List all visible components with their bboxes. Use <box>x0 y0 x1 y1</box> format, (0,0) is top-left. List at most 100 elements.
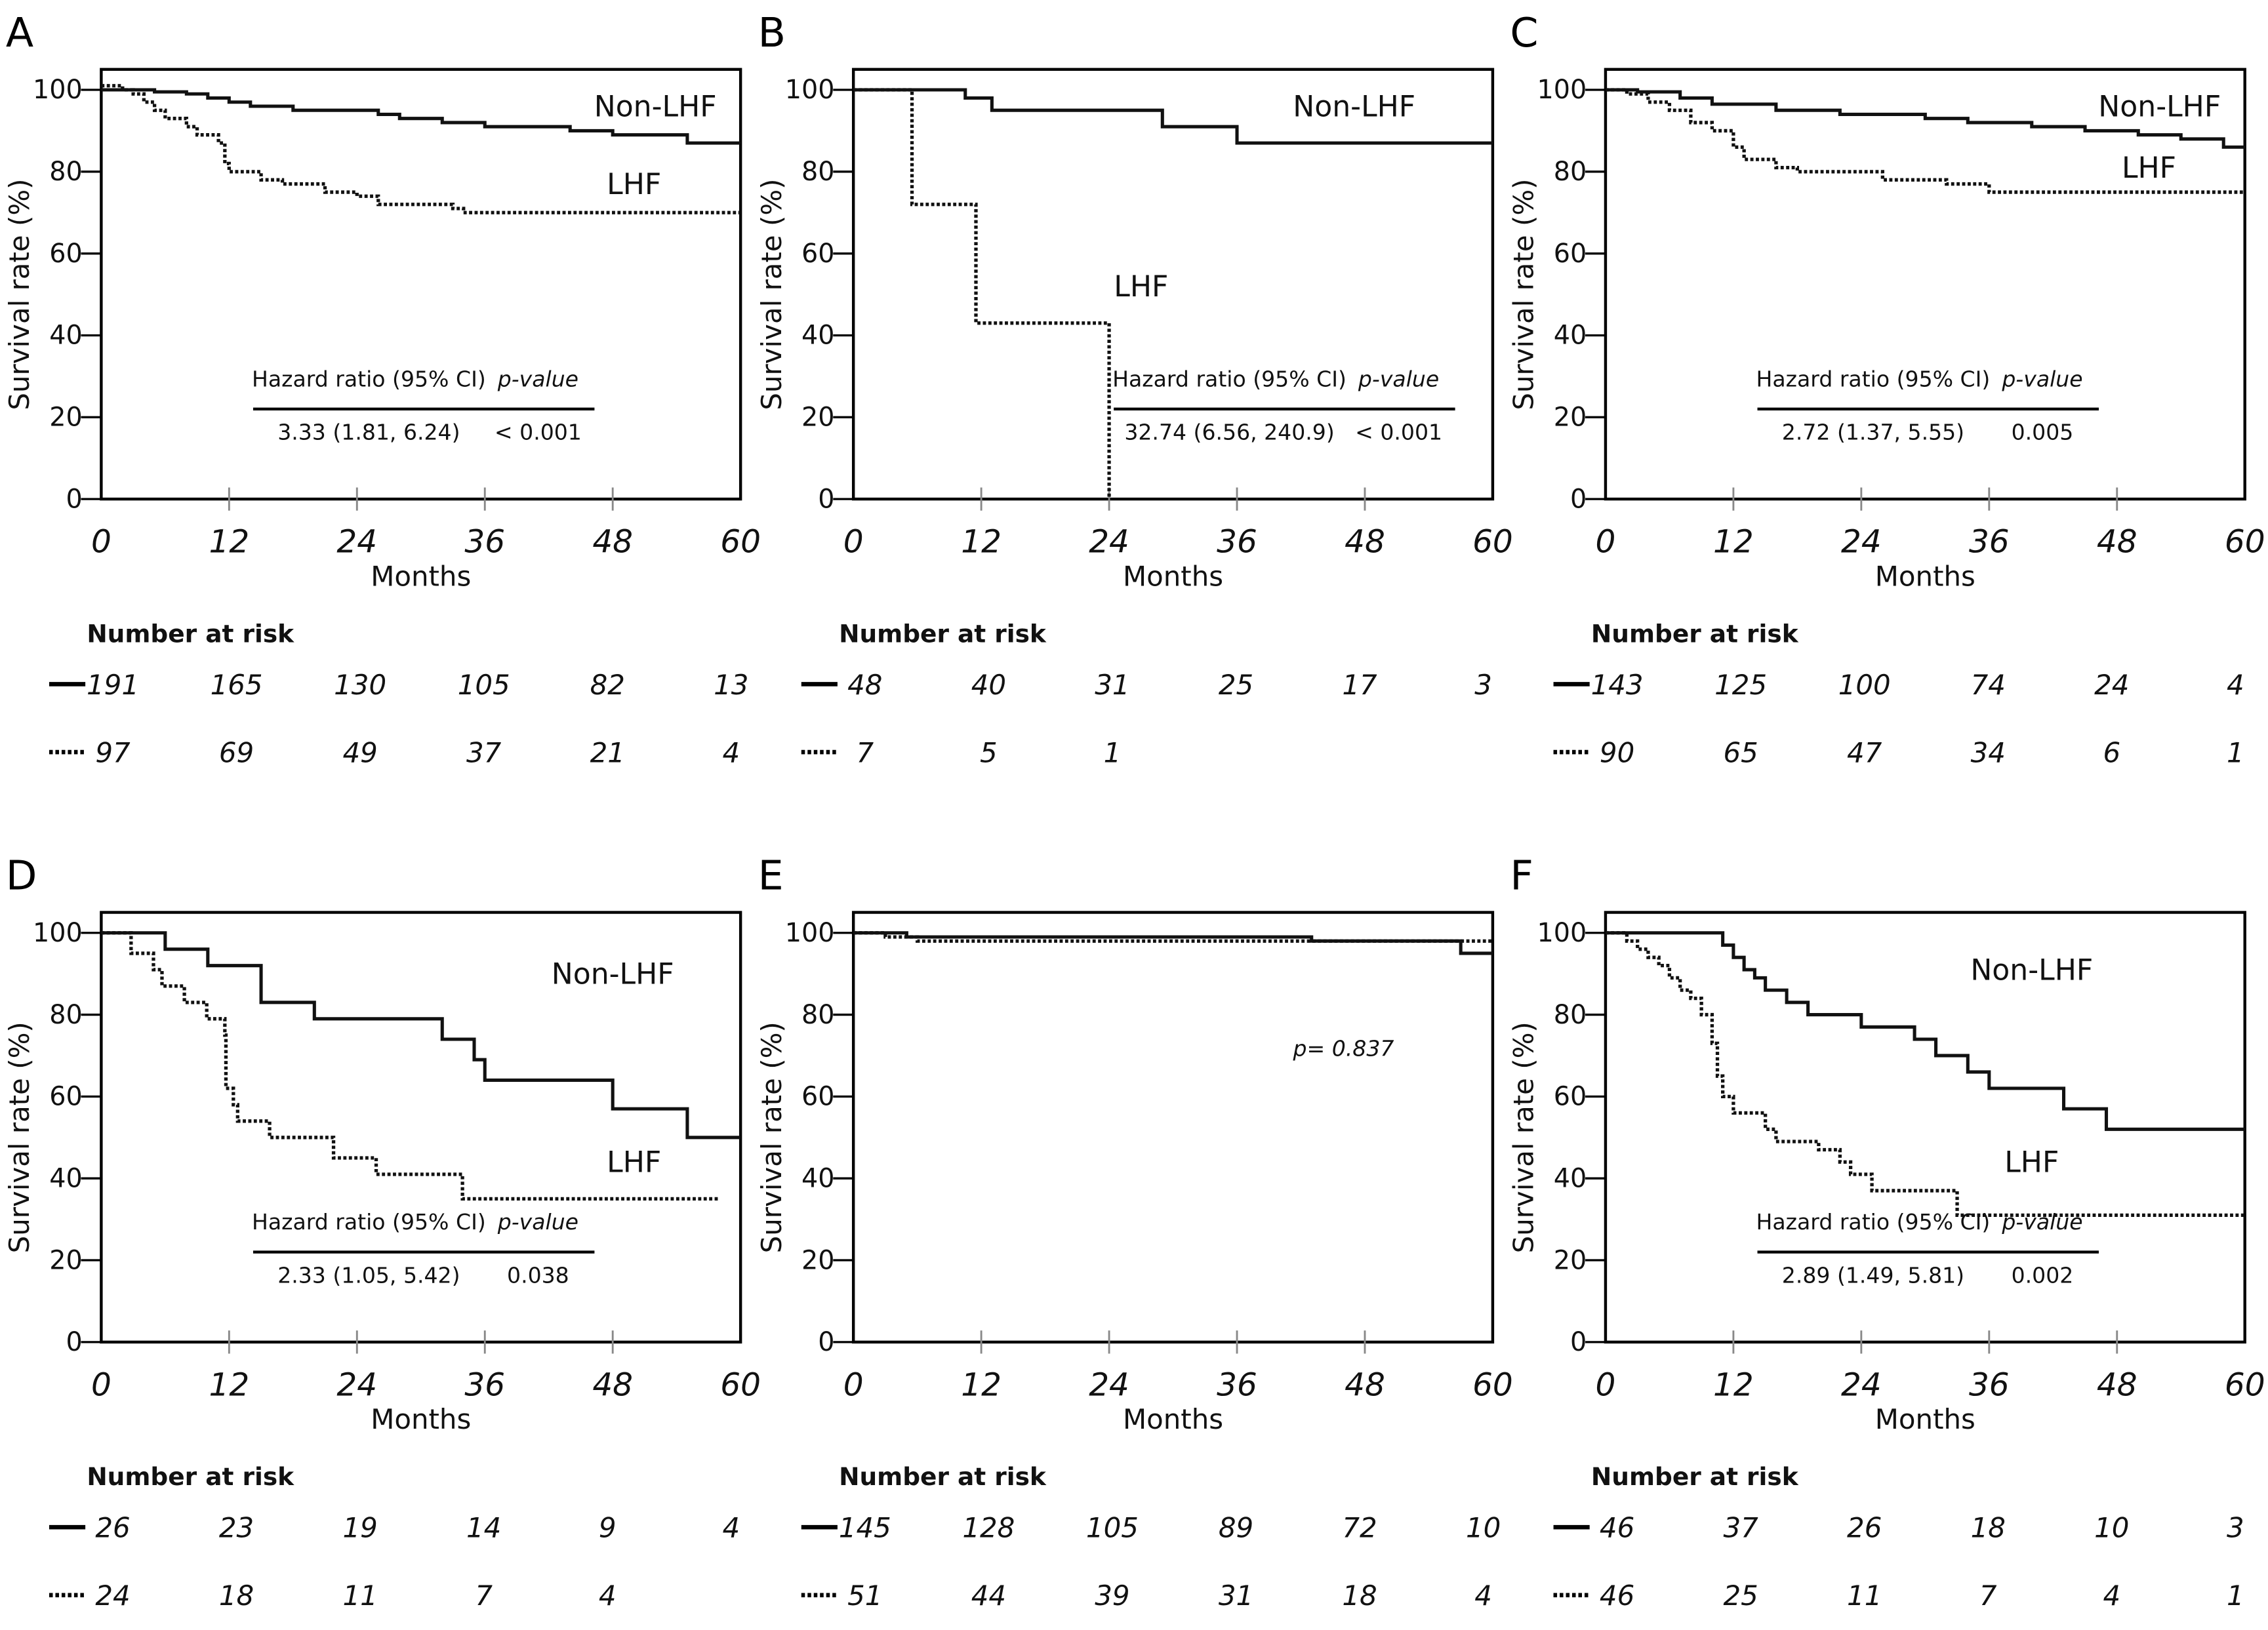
p-header: p-value <box>497 366 578 391</box>
plot-frame <box>851 911 1495 1344</box>
y-tick-label: 60 <box>49 1082 83 1112</box>
risk-count: 72 <box>1342 1512 1377 1544</box>
y-tick-label: 80 <box>49 1000 83 1030</box>
plot-frame <box>1604 68 2246 501</box>
x-tick-label: 36 <box>1217 1366 1257 1403</box>
plot-frame <box>100 911 742 1344</box>
hr-value: 2.72 (1.37, 5.55) <box>1782 420 1964 445</box>
panel-B: B 0 20 40 60 80 100 0 12 24 36 48 60 Months Survival r… <box>756 9 1513 769</box>
risk-count: 39 <box>1095 1580 1129 1612</box>
risk-count: 100 <box>1838 669 1891 701</box>
y-tick-label: 20 <box>49 403 83 433</box>
non-lhf-survival-curve <box>1605 931 2245 1131</box>
x-tick-label: 36 <box>464 524 505 561</box>
y-axis-label: Survival rate (%) <box>756 179 788 410</box>
y-tick-label: 60 <box>801 1082 835 1112</box>
risk-count: 26 <box>1847 1512 1882 1544</box>
plot-frame <box>851 68 1495 501</box>
x-tick-label: 24 <box>1089 1366 1129 1403</box>
y-axis-label: Survival rate (%) <box>3 179 35 410</box>
y-tick-label: 0 <box>1570 484 1587 514</box>
x-axis-label: Months <box>371 560 471 592</box>
y-tick-label: 60 <box>49 239 83 269</box>
risk-count: 1 <box>2227 1580 2244 1612</box>
risk-count: 82 <box>590 669 625 701</box>
risk-count: 4 <box>2227 669 2244 701</box>
panel-letter: C <box>1510 9 1538 56</box>
y-tick-label: 0 <box>66 484 82 514</box>
y-tick-label: 100 <box>1537 75 1587 105</box>
hr-value: 2.89 (1.49, 5.81) <box>1782 1262 1964 1288</box>
risk-title: Number at risk <box>1591 1462 1799 1491</box>
y-tick-label: 0 <box>818 484 834 514</box>
p-header: p-value <box>497 1209 578 1235</box>
hr-header: Hazard ratio (95% CI) <box>1756 366 1991 391</box>
y-tick-label: 20 <box>801 403 835 433</box>
panel-letter: A <box>6 9 33 56</box>
non-lhf-label: Non-LHF <box>594 90 717 123</box>
risk-count: 10 <box>1466 1512 1501 1544</box>
risk-count: 105 <box>458 669 510 701</box>
x-tick-label: 0 <box>91 524 111 561</box>
y-axis-label: Survival rate (%) <box>1508 1022 1540 1253</box>
non-lhf-label: Non-LHF <box>2098 90 2221 123</box>
y-tick-label: 0 <box>1570 1327 1587 1357</box>
p-header: p-value <box>1358 366 1439 391</box>
hr-value: 3.33 (1.81, 6.24) <box>277 420 460 445</box>
x-tick-label: 48 <box>1345 1366 1385 1403</box>
panel-letter: D <box>6 852 37 900</box>
x-tick-label: 0 <box>91 1366 111 1403</box>
lhf-survival-curve <box>101 84 741 214</box>
risk-title: Number at risk <box>839 619 1047 648</box>
risk-title: Number at risk <box>87 1462 294 1491</box>
y-tick-label: 100 <box>33 75 83 105</box>
risk-title: Number at risk <box>87 619 294 648</box>
risk-count: 37 <box>1723 1512 1758 1544</box>
risk-count: 17 <box>1342 669 1377 701</box>
x-tick-label: 12 <box>961 524 1002 561</box>
y-tick-label: 0 <box>66 1327 82 1357</box>
x-tick-label: 36 <box>1217 524 1257 561</box>
risk-title: Number at risk <box>839 1462 1047 1491</box>
panel-letter: F <box>1510 852 1533 900</box>
x-tick-label: 24 <box>1841 1366 1882 1403</box>
risk-count: 191 <box>87 669 139 701</box>
risk-count: 26 <box>95 1512 130 1544</box>
y-tick-label: 20 <box>49 1245 83 1275</box>
non-lhf-label: Non-LHF <box>1293 90 1415 123</box>
y-tick-label: 80 <box>49 157 83 187</box>
x-tick-label: 48 <box>2097 1366 2137 1403</box>
non-lhf-survival-curve <box>853 88 1493 145</box>
risk-count: 7 <box>856 737 874 769</box>
non-lhf-survival-curve <box>853 931 1493 955</box>
risk-count: 1 <box>2227 737 2244 769</box>
y-tick-label: 20 <box>1554 1245 1587 1275</box>
hr-header: Hazard ratio (95% CI) <box>1756 1209 1991 1235</box>
x-tick-label: 36 <box>1969 524 2010 561</box>
hr-value: 32.74 (6.56, 240.9) <box>1124 420 1334 445</box>
lhf-label: LHF <box>607 1146 661 1180</box>
x-tick-label: 0 <box>1596 1366 1616 1403</box>
risk-count: 4 <box>722 737 740 769</box>
y-tick-label: 60 <box>801 239 835 269</box>
y-tick-label: 100 <box>785 918 835 948</box>
p-value: < 0.001 <box>1355 420 1442 445</box>
x-tick-label: 12 <box>961 1366 1002 1403</box>
risk-count: 40 <box>971 669 1006 701</box>
p-header: p-value <box>2001 366 2082 391</box>
x-tick-label: 12 <box>209 524 249 561</box>
risk-count: 18 <box>1342 1580 1377 1612</box>
non-lhf-survival-curve <box>1605 88 2245 149</box>
x-tick-label: 0 <box>843 524 864 561</box>
non-lhf-survival-curve <box>101 88 741 145</box>
hr-value: 2.33 (1.05, 5.42) <box>277 1262 460 1288</box>
x-tick-label: 60 <box>1472 524 1513 561</box>
risk-count: 24 <box>95 1580 130 1612</box>
y-tick-label: 40 <box>801 1163 835 1193</box>
risk-count: 4 <box>2103 1580 2120 1612</box>
lhf-survival-curve <box>1605 88 2245 194</box>
y-tick-label: 80 <box>1554 157 1587 187</box>
risk-count: 69 <box>219 737 254 769</box>
risk-count: 145 <box>839 1512 891 1544</box>
risk-count: 65 <box>1723 737 1758 769</box>
